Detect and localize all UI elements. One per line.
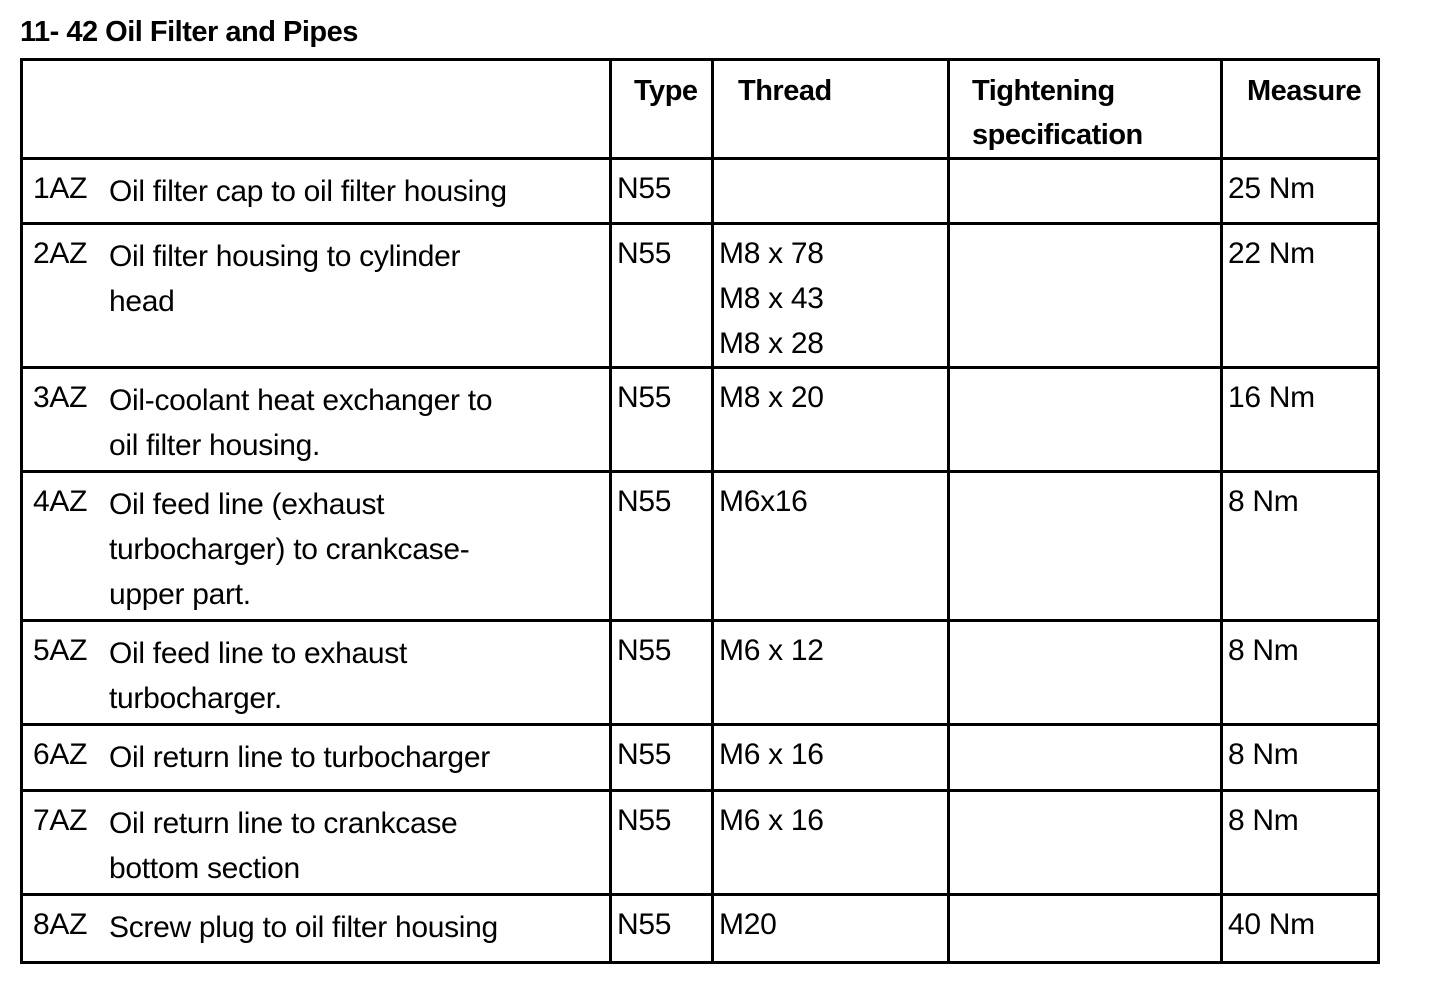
item-description: Oil feed line (exhaust turbocharger) to c…	[109, 473, 609, 617]
item-code: 6AZ	[33, 738, 88, 771]
item-code: 8AZ	[33, 908, 88, 941]
item-thread: M20	[714, 896, 947, 947]
header-row: Type Thread Tightening specification Meas…	[20, 58, 1380, 160]
line: M6 x 16	[719, 738, 824, 771]
item-code: 7AZ	[33, 804, 88, 837]
item-thread: M6x16	[714, 473, 947, 524]
line: Oil return line to turbocharger	[109, 741, 490, 774]
table-row: 6AZ Oil return line to turbocharger N55 M6 …	[20, 723, 1380, 792]
table-row: 2AZ Oil filter housing to cylinder head N55…	[20, 222, 1380, 369]
line: head	[109, 285, 175, 318]
item-description: Oil-coolant heat exchanger to oil filter …	[109, 369, 609, 468]
line: upper part.	[109, 578, 251, 611]
item-type: N55	[617, 908, 672, 941]
item-type: N55	[617, 634, 672, 667]
line: Oil-coolant heat exchanger to	[109, 384, 493, 417]
line: Oil feed line (exhaust	[109, 488, 385, 521]
header-description	[20, 58, 612, 160]
line: Oil filter housing to cylinder	[109, 240, 461, 273]
line: M8 x 20	[719, 381, 824, 414]
item-thread: M8 x 78 M8 x 43 M8 x 28	[714, 225, 947, 366]
item-description: Screw plug to oil filter housing	[109, 896, 609, 950]
item-tightening	[950, 896, 1220, 902]
table-row: 8AZ Screw plug to oil filter housing N55 M2…	[20, 893, 1380, 964]
line: Screw plug to oil filter housing	[109, 911, 498, 944]
item-measure: 40 Nm	[1228, 908, 1315, 941]
line: M8 x 43	[719, 282, 824, 315]
item-thread	[714, 160, 947, 166]
line: turbocharger.	[109, 682, 282, 715]
item-measure: 16 Nm	[1228, 381, 1315, 414]
item-measure: 22 Nm	[1228, 237, 1315, 270]
item-code: 2AZ	[33, 237, 88, 270]
line: Oil feed line to exhaust	[109, 637, 407, 670]
item-tightening	[950, 726, 1220, 732]
item-thread: M6 x 12	[714, 622, 947, 673]
page-title: 11- 42 Oil Filter and Pipes	[20, 16, 358, 48]
table-row: 3AZ Oil-coolant heat exchanger to oil filt…	[20, 366, 1380, 473]
item-tightening	[950, 160, 1220, 166]
line: M20	[719, 908, 777, 941]
item-thread: M6 x 16	[714, 792, 947, 843]
item-type: N55	[617, 485, 672, 518]
item-description: Oil filter cap to oil filter housing	[109, 160, 609, 214]
torque-spec-table: Type Thread Tightening specification Meas…	[20, 58, 1380, 964]
item-measure: 8 Nm	[1228, 485, 1299, 518]
line: oil filter housing.	[109, 429, 321, 462]
item-measure: 8 Nm	[1228, 738, 1299, 771]
item-type: N55	[617, 738, 672, 771]
line: M8 x 78	[719, 237, 824, 270]
item-description: Oil return line to turbocharger	[109, 726, 609, 780]
item-description: Oil return line to crankcase bottom secti…	[109, 792, 609, 891]
item-tightening	[950, 369, 1220, 375]
item-type: N55	[617, 237, 672, 270]
item-measure: 8 Nm	[1228, 804, 1299, 837]
item-type: N55	[617, 172, 672, 205]
item-type: N55	[617, 804, 672, 837]
item-description: Oil feed line to exhaust turbocharger.	[109, 622, 609, 721]
header-thread: Thread	[738, 75, 832, 107]
line: M6 x 12	[719, 634, 824, 667]
header-measure: Measure	[1247, 75, 1362, 107]
line: M6x16	[719, 485, 808, 518]
line: turbocharger) to crankcase-	[109, 533, 470, 566]
table-row: 1AZ Oil filter cap to oil filter housing N…	[20, 157, 1380, 225]
item-measure: 25 Nm	[1228, 172, 1315, 205]
item-code: 5AZ	[33, 634, 88, 667]
line: bottom section	[109, 852, 300, 885]
item-description: Oil filter housing to cylinder head	[109, 225, 609, 324]
item-code: 4AZ	[33, 485, 88, 518]
item-tightening	[950, 473, 1220, 479]
line: M6 x 16	[719, 804, 824, 837]
table-row: 5AZ Oil feed line to exhaust turbocharger.…	[20, 619, 1380, 726]
item-thread: M8 x 20	[714, 369, 947, 420]
header-tightening: Tightening specification	[972, 75, 1143, 151]
item-code: 3AZ	[33, 381, 88, 414]
table-row: 7AZ Oil return line to crankcase bottom se…	[20, 789, 1380, 896]
item-measure: 8 Nm	[1228, 634, 1299, 667]
item-tightening	[950, 792, 1220, 798]
item-tightening	[950, 225, 1220, 231]
line: M8 x 28	[719, 327, 824, 360]
table-row: 4AZ Oil feed line (exhaust turbocharger) t…	[20, 470, 1380, 622]
line: Oil filter cap to oil filter housing	[109, 175, 507, 208]
line: Oil return line to crankcase	[109, 807, 458, 840]
item-type: N55	[617, 381, 672, 414]
header-type: Type	[634, 75, 698, 107]
item-thread: M6 x 16	[714, 726, 947, 777]
item-tightening	[950, 622, 1220, 628]
item-code: 1AZ	[33, 172, 88, 205]
